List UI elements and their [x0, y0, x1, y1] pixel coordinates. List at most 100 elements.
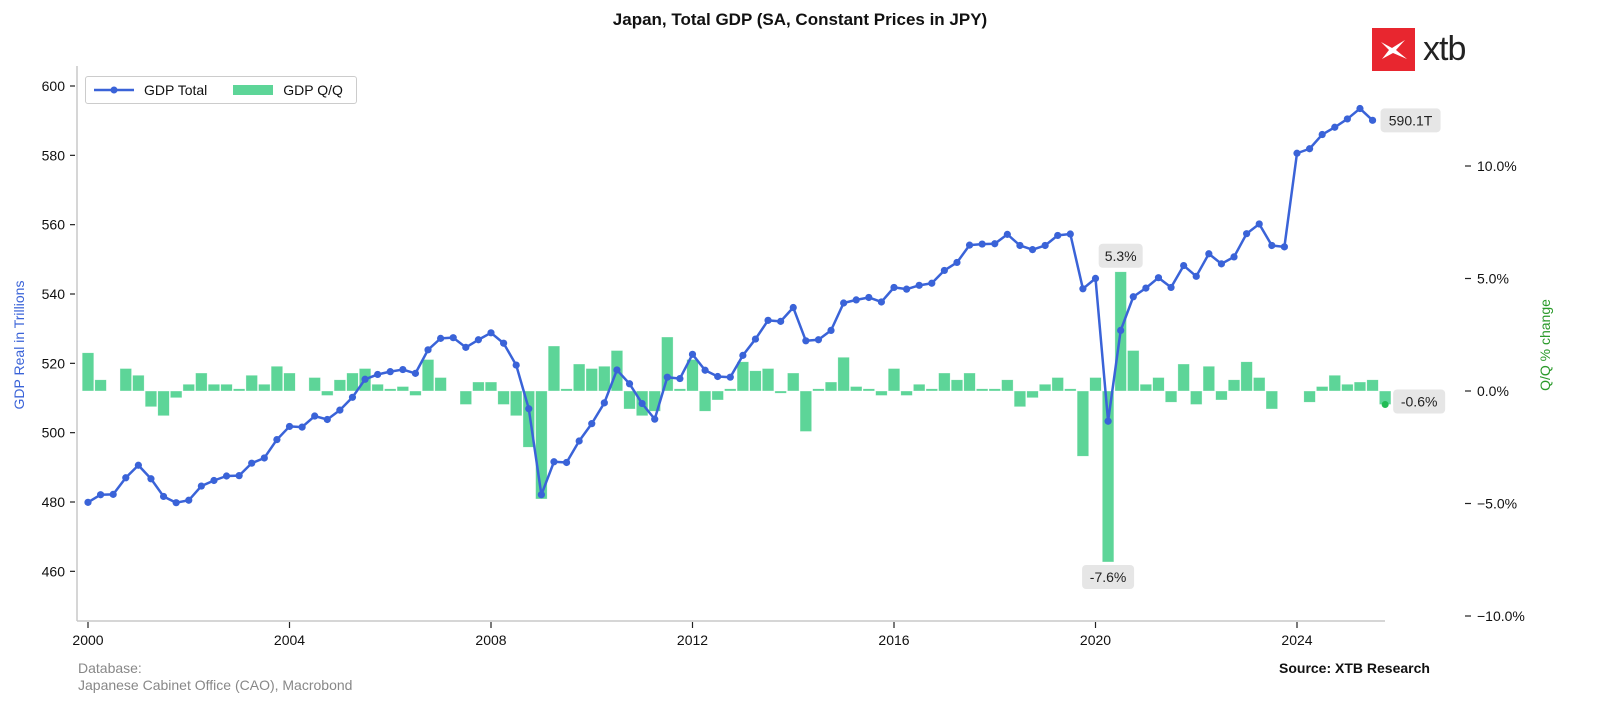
xtb-logo: xtb [1372, 28, 1466, 71]
x-tick-label: 2012 [677, 632, 708, 648]
qq-bar [321, 390, 334, 396]
qq-bar [195, 372, 208, 392]
qq-bar [1190, 390, 1203, 405]
qq-bar [787, 372, 800, 392]
gdp-point [1192, 272, 1200, 280]
qq-bar [421, 359, 435, 392]
gdp-point [1028, 246, 1037, 254]
gdp-point [122, 474, 130, 482]
y-right-tick-label: −10.0% [1477, 608, 1525, 624]
gdp-point [298, 423, 306, 431]
gdp-point [575, 437, 583, 445]
qq-bar [409, 390, 422, 396]
gdp-point [965, 241, 974, 249]
gdp-point [1243, 230, 1251, 238]
legend-bar-swatch [233, 85, 274, 95]
gdp-point [1318, 130, 1326, 139]
qq-bar [1001, 379, 1014, 392]
gdp-point [714, 372, 722, 381]
y-left-tick-label: 580 [42, 147, 66, 163]
gdp-point [915, 281, 923, 289]
annotation-label: -0.6% [1401, 394, 1438, 410]
qq-bar [1253, 377, 1266, 392]
y-left-tick-label: 600 [42, 78, 66, 94]
gdp-point [1041, 241, 1049, 250]
qq-bar [963, 372, 976, 392]
qq-bar [850, 386, 863, 392]
qq-bar [774, 390, 787, 394]
qq-bar [346, 372, 359, 392]
x-tick-label: 2008 [475, 632, 506, 648]
qq-bar [434, 377, 447, 392]
qq-bar [1026, 390, 1039, 399]
gdp-point [1104, 417, 1112, 425]
gdp-point [96, 491, 105, 499]
axes: 460 480 500 520 540 560 580 600 −10.0% −5.0% 0.0% 5… [11, 66, 1553, 648]
gdp-point [449, 334, 457, 342]
qq-bar [1013, 390, 1027, 408]
y-left-tick-label: 520 [42, 355, 66, 371]
gdp-point [487, 329, 495, 337]
gdp-point [1066, 230, 1074, 238]
y-left-axis-label: GDP Real in Trillions [11, 281, 27, 410]
x-tick-label: 2020 [1080, 632, 1111, 648]
gdp-point [663, 373, 671, 381]
qq-bar [673, 388, 687, 392]
qq-bar [220, 383, 233, 392]
gdp-point [1230, 253, 1238, 261]
gdp-point [437, 334, 445, 342]
gdp-point [751, 335, 760, 343]
gdp-point [411, 369, 420, 377]
gdp-point [739, 351, 747, 359]
qq-bar [887, 368, 901, 392]
gdp-point [386, 368, 394, 376]
gdp-point [651, 415, 659, 423]
gdp-point [499, 339, 508, 347]
gdp-point [84, 498, 92, 506]
qq-bar [560, 388, 573, 392]
qq-bar [585, 368, 598, 392]
qq-bar [308, 377, 321, 392]
gdp-point [840, 299, 848, 307]
source-note: Source: XTB Research [1279, 660, 1430, 676]
y-left-tick-label: 460 [42, 563, 66, 579]
gdp-point [172, 499, 180, 507]
gdp-point [462, 343, 470, 351]
qq-bar [144, 390, 158, 408]
qq-bar [824, 381, 838, 392]
gdp-point [827, 326, 835, 334]
gdp-point [260, 454, 268, 462]
qq-bar [1139, 383, 1152, 392]
gdp-point [1368, 116, 1377, 124]
y-left-tick-label: 540 [42, 286, 66, 302]
qq-bar [258, 383, 271, 392]
qq-bar [283, 372, 296, 392]
gdp-point [537, 491, 545, 499]
qq-bar [749, 370, 762, 392]
qq-bar [157, 390, 170, 417]
qq-bar [1328, 374, 1341, 392]
gdp-point [1255, 220, 1263, 228]
gdp-point [865, 293, 873, 302]
gdp-point [877, 298, 886, 306]
qq-bar [207, 383, 221, 392]
qq-bar [976, 388, 989, 392]
qq-bar [94, 379, 107, 392]
gdp-point [273, 436, 281, 444]
qq-bar [698, 390, 712, 412]
gdp-point [374, 370, 382, 379]
y-left-tick-label: 560 [42, 217, 66, 233]
gdp-point [134, 461, 142, 469]
qq-bar [711, 390, 724, 401]
qq-bar [170, 390, 183, 399]
qq-bar [623, 390, 636, 410]
qq-bar [497, 390, 510, 405]
qq-bar [510, 390, 523, 417]
gdp-point [1356, 104, 1364, 113]
qq-bar [396, 386, 409, 392]
qq-bar [1164, 390, 1178, 403]
legend-label: GDP Q/Q [283, 82, 343, 98]
gdp-point [991, 240, 999, 248]
legend-item-gdp-total: GDP Total [92, 82, 207, 98]
y-left-tick-label: 500 [42, 425, 66, 441]
